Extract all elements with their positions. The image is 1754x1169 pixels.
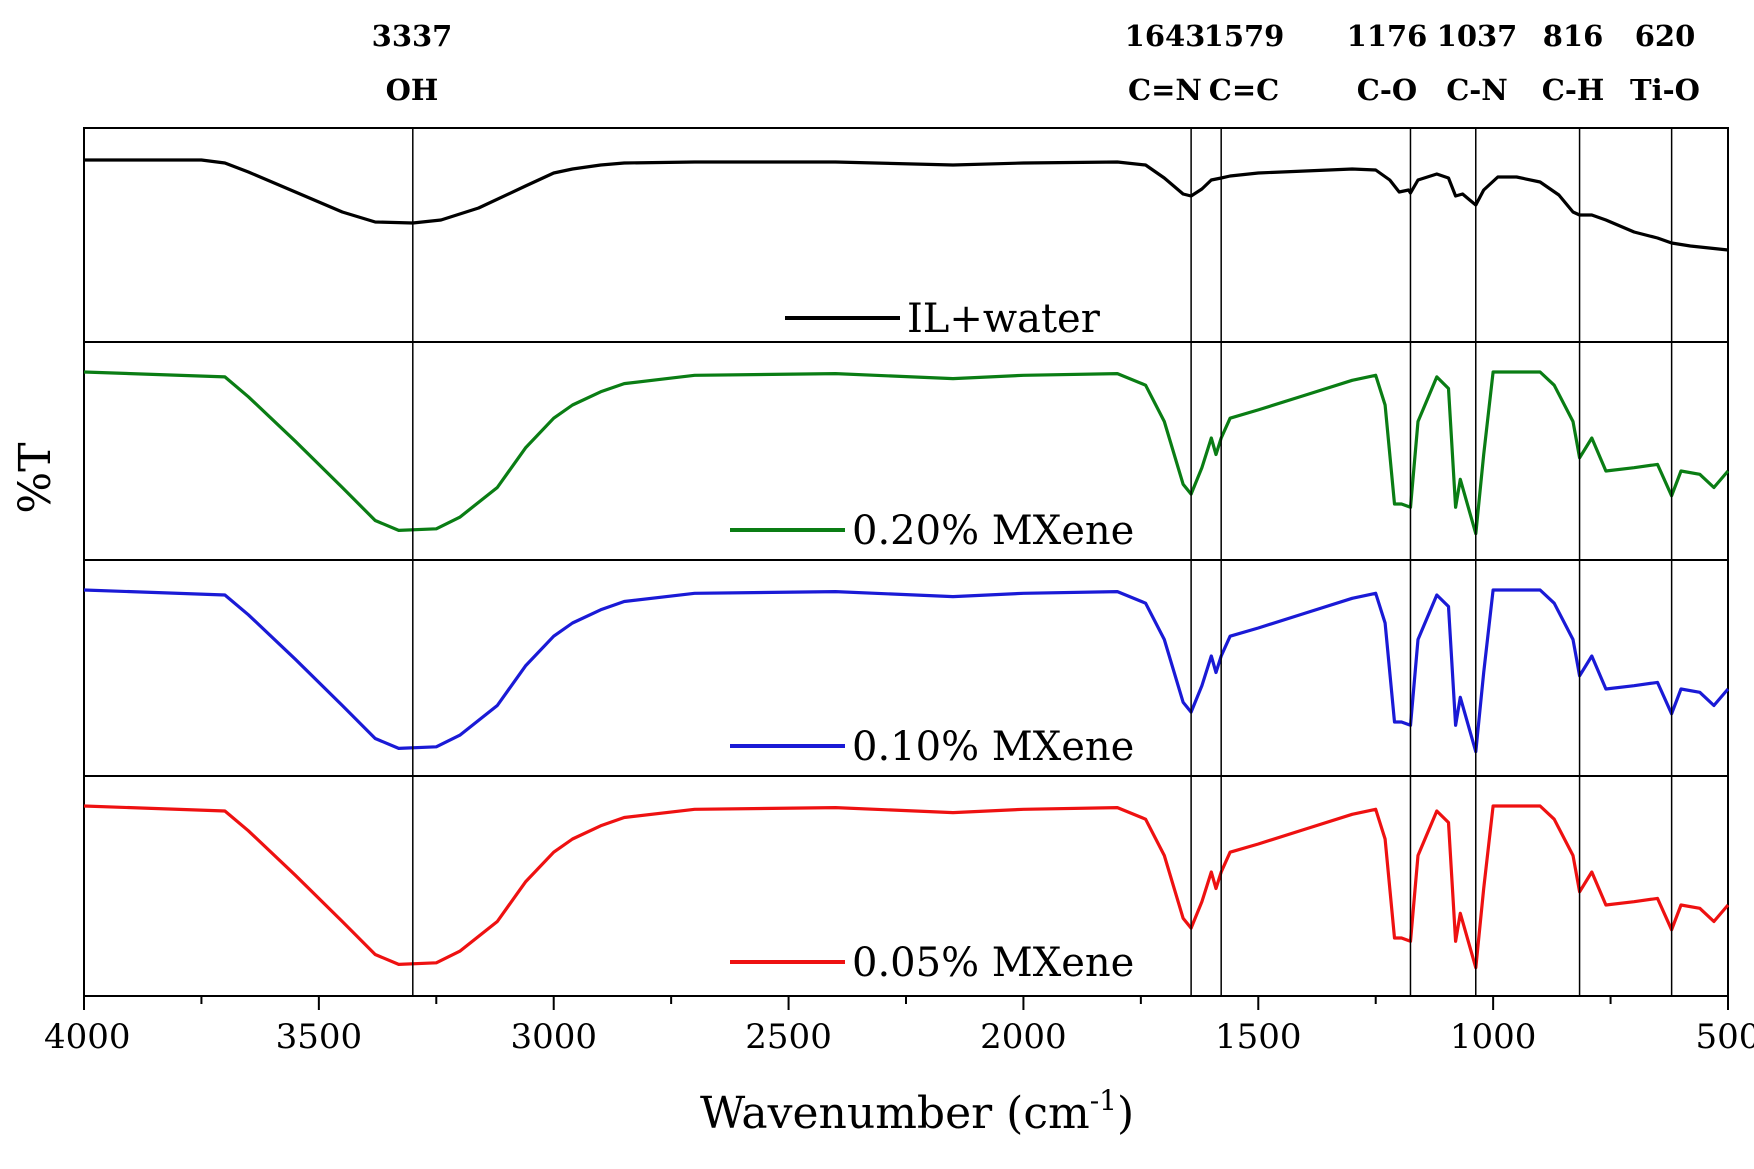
peak-value-1176: 1176 xyxy=(1347,19,1428,53)
x-tick-label-2500: 2500 xyxy=(745,1017,832,1057)
peak-group-1579: C=C xyxy=(1209,73,1279,107)
plot-frame xyxy=(83,127,1729,997)
peak-group-1176: C-O xyxy=(1357,73,1417,107)
x-tick-label-4000: 4000 xyxy=(44,1017,131,1057)
x-tick-label-500: 500 xyxy=(1696,1017,1754,1057)
peak-value-620: 620 xyxy=(1635,19,1696,53)
x-tick-label-2000: 2000 xyxy=(980,1017,1067,1057)
x-tick-label-1000: 1000 xyxy=(1450,1017,1537,1057)
peak-value-1579: 1579 xyxy=(1204,19,1285,53)
legend-label-3: 0.10% MXene xyxy=(852,724,1134,770)
x-axis-title-end: ) xyxy=(1117,1088,1134,1139)
peak-value-1643: 1643 xyxy=(1125,19,1206,53)
peak-value-816: 816 xyxy=(1543,19,1604,53)
peak-group-1643: C=N xyxy=(1128,73,1202,107)
x-axis-title-main: Wavenumber (cm xyxy=(700,1088,1090,1139)
x-tick-label-3500: 3500 xyxy=(276,1017,363,1057)
x-tick-label-1500: 1500 xyxy=(1215,1017,1302,1057)
peak-group-1037: C-N xyxy=(1446,73,1508,107)
series-line-1 xyxy=(84,158,1729,252)
legend-label-4: 0.05% MXene xyxy=(852,940,1134,986)
legend: IL+water 0.20% MXene 0.10% MXene 0.05% MXen… xyxy=(730,296,1134,986)
plot-border xyxy=(83,127,1729,997)
peak-group-816: C-H xyxy=(1542,73,1605,107)
series-line-3 xyxy=(83,588,1730,754)
series-line-4 xyxy=(83,804,1730,970)
x-axis: 4000 3500 3000 2500 2000 1500 1000 500 xyxy=(44,996,1754,1057)
series-line-2 xyxy=(83,370,1730,536)
x-axis-title-sup: -1 xyxy=(1090,1084,1117,1117)
peak-value-1037: 1037 xyxy=(1437,19,1518,53)
legend-label-2: 0.20% MXene xyxy=(852,508,1134,554)
y-axis-title: %T xyxy=(10,442,61,513)
x-axis-title: Wavenumber (cm-1) xyxy=(700,1084,1134,1139)
peak-value-3337: 3337 xyxy=(372,19,453,53)
peak-group-620: Ti-O xyxy=(1630,73,1700,107)
peak-group-3337: OH xyxy=(386,73,439,107)
series-layer xyxy=(83,158,1730,970)
x-tick-label-3000: 3000 xyxy=(510,1017,597,1057)
legend-label-1: IL+water xyxy=(907,296,1101,342)
